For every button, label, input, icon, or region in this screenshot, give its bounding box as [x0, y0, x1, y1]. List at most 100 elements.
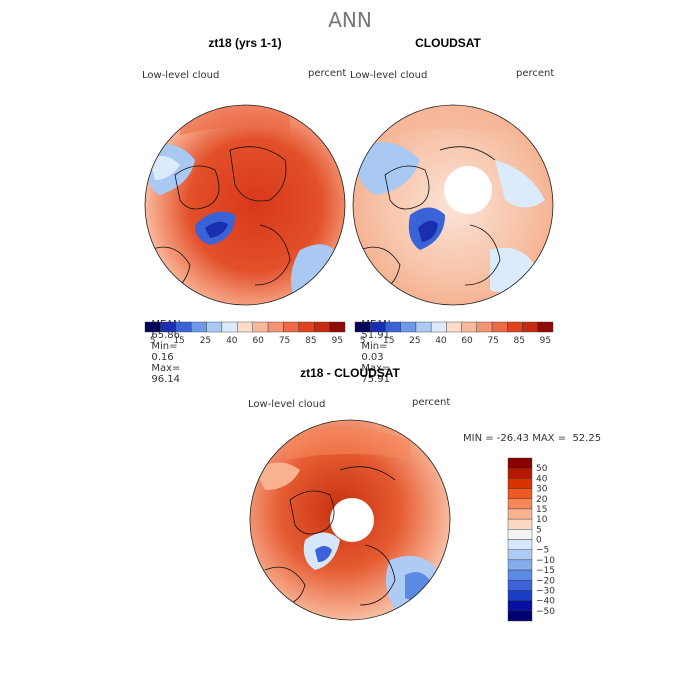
- panel2-max-label: Max=: [361, 363, 391, 374]
- colorbar-diff-label: 0: [536, 536, 542, 546]
- panel1-min-label: Min=: [151, 341, 178, 352]
- colorbar-panel1-label: 85: [305, 336, 316, 346]
- panel2-mean: 51.91: [361, 330, 390, 341]
- colorbar-diff-label: −10: [536, 556, 555, 566]
- colorbar-diff-swatch: [507, 457, 533, 469]
- colorbar-diff-label: −30: [536, 586, 555, 596]
- colorbar-panel2-swatch: [522, 321, 538, 333]
- colorbar-panel1-swatch: [329, 321, 346, 333]
- colorbar-panel2-label: 85: [514, 336, 525, 346]
- colorbar-panel1-label: 5: [150, 336, 156, 346]
- colorbar-panel2-swatch: [461, 321, 478, 333]
- panel3-field-label: Low-level cloud: [248, 399, 326, 410]
- panel3-units: percent: [412, 397, 451, 408]
- colorbar-panel1-swatch: [221, 321, 238, 333]
- colorbar-diff-label: 10: [536, 515, 548, 525]
- map-panel3: [250, 420, 450, 620]
- colorbar-diff-swatch: [507, 539, 533, 550]
- colorbar-diff-swatch: [507, 610, 533, 622]
- colorbar-diff-label: 15: [536, 505, 547, 515]
- colorbar-diff-swatch: [507, 600, 533, 612]
- colorbar-panel2-label: 75: [487, 336, 498, 346]
- colorbar-diff-label: 5: [536, 525, 542, 535]
- colorbar-panel1-swatch: [144, 321, 161, 333]
- panel2-min: 0.03: [361, 352, 384, 363]
- colorbar-panel2-swatch: [385, 321, 401, 333]
- panel1-field-label: Low-level cloud: [142, 70, 220, 81]
- colorbar-panel1-swatch: [175, 321, 192, 333]
- panel1-title: zt18 (yrs 1-1): [208, 36, 282, 50]
- colorbar-panel1-label: 25: [200, 336, 211, 346]
- colorbar-panel2-label: 15: [383, 336, 394, 346]
- colorbar-panel1-label: 60: [252, 336, 264, 346]
- colorbar-panel1-swatch: [190, 321, 207, 333]
- map-panel2: [353, 105, 553, 305]
- panel1-units: percent: [308, 68, 347, 79]
- panel2-min-label: Min=: [361, 341, 388, 352]
- colorbar-panel2-label: 60: [461, 336, 473, 346]
- colorbar-diff-swatch: [507, 569, 533, 581]
- colorbar-diff-label: 20: [536, 495, 548, 505]
- colorbar-panel1-swatch: [252, 321, 269, 333]
- colorbar-diff-swatch: [507, 580, 533, 591]
- colorbar-diff-swatch: [507, 478, 533, 489]
- colorbar-panel1-swatch: [237, 321, 253, 333]
- panel2-field-label: Low-level cloud: [350, 70, 428, 81]
- panel1-max: 96.14: [151, 374, 180, 385]
- colorbar-panel2-swatch: [446, 321, 462, 333]
- colorbar-panel1-label: 75: [279, 336, 290, 346]
- colorbar-panel1-swatch: [298, 321, 315, 333]
- page-title: ANN: [328, 8, 372, 32]
- colorbar-diff-swatch: [507, 518, 533, 530]
- panel1-max-label: Max=: [151, 363, 181, 374]
- panel2-max: 75.91: [361, 374, 390, 385]
- colorbar-panel1-swatch: [283, 321, 300, 333]
- colorbar-panel2-swatch: [430, 321, 447, 333]
- panel2-units: percent: [516, 68, 555, 79]
- panel3-range: MIN = -26.43 MAX = 52.25: [463, 433, 602, 444]
- colorbar-diff-label: −40: [536, 597, 555, 607]
- colorbar-diff-label: 50: [536, 464, 548, 474]
- colorbar-diff-swatch: [507, 590, 533, 601]
- colorbar-panel2-label: 25: [409, 336, 420, 346]
- colorbar-panel1-swatch: [160, 321, 176, 333]
- colorbar-panel2-label: 95: [540, 336, 551, 346]
- panel1-mean: 65.86: [151, 330, 180, 341]
- colorbar-panel1-label: 15: [173, 336, 184, 346]
- colorbar-diff-swatch: [507, 529, 533, 540]
- colorbar-panel1-swatch: [314, 321, 330, 333]
- colorbar-diff-label: −50: [536, 607, 555, 617]
- colorbar-diff-label: −20: [536, 576, 555, 586]
- colorbar-diff-swatch: [507, 467, 533, 479]
- colorbar-panel2-swatch: [400, 321, 417, 333]
- panel3-title: zt18 - CLOUDSAT: [300, 366, 400, 380]
- colorbar-panel2-swatch: [537, 321, 554, 333]
- colorbar-panel1-label: 95: [332, 336, 343, 346]
- colorbar-diff-swatch: [507, 498, 533, 510]
- colorbar-panel2-swatch: [491, 321, 508, 333]
- colorbar-diff-label: −15: [536, 566, 555, 576]
- colorbar-panel2-swatch: [354, 321, 371, 333]
- colorbar-panel1: 5 15 25 40 60 75 85 95: [144, 321, 346, 346]
- colorbar-diff-swatch: [507, 508, 533, 520]
- colorbar-diff-swatch: [507, 549, 533, 561]
- colorbar-diff-label: 40: [536, 474, 548, 484]
- colorbar-diff-swatch: [507, 559, 533, 571]
- colorbar-panel2-swatch: [370, 321, 386, 333]
- colorbar-panel2-label: 5: [360, 336, 366, 346]
- colorbar-panel1-label: 40: [226, 336, 238, 346]
- colorbar-panel2-swatch: [476, 321, 493, 333]
- colorbar-panel2-swatch: [507, 321, 523, 333]
- colorbar-panel2-swatch: [415, 321, 432, 333]
- colorbar-panel2: 5 15 25 40 60 75 85 95: [354, 321, 554, 346]
- colorbar-panel2-label: 40: [435, 336, 447, 346]
- colorbar-diff-label: −5: [536, 546, 549, 556]
- colorbar-panel1-swatch: [267, 321, 284, 333]
- colorbar-diff-swatch: [507, 488, 533, 499]
- panel2-title: CLOUDSAT: [415, 36, 481, 50]
- colorbar-panel1-swatch: [206, 321, 223, 333]
- colorbar-diff-label: 30: [536, 485, 548, 495]
- panel1-min: 0.16: [151, 352, 174, 363]
